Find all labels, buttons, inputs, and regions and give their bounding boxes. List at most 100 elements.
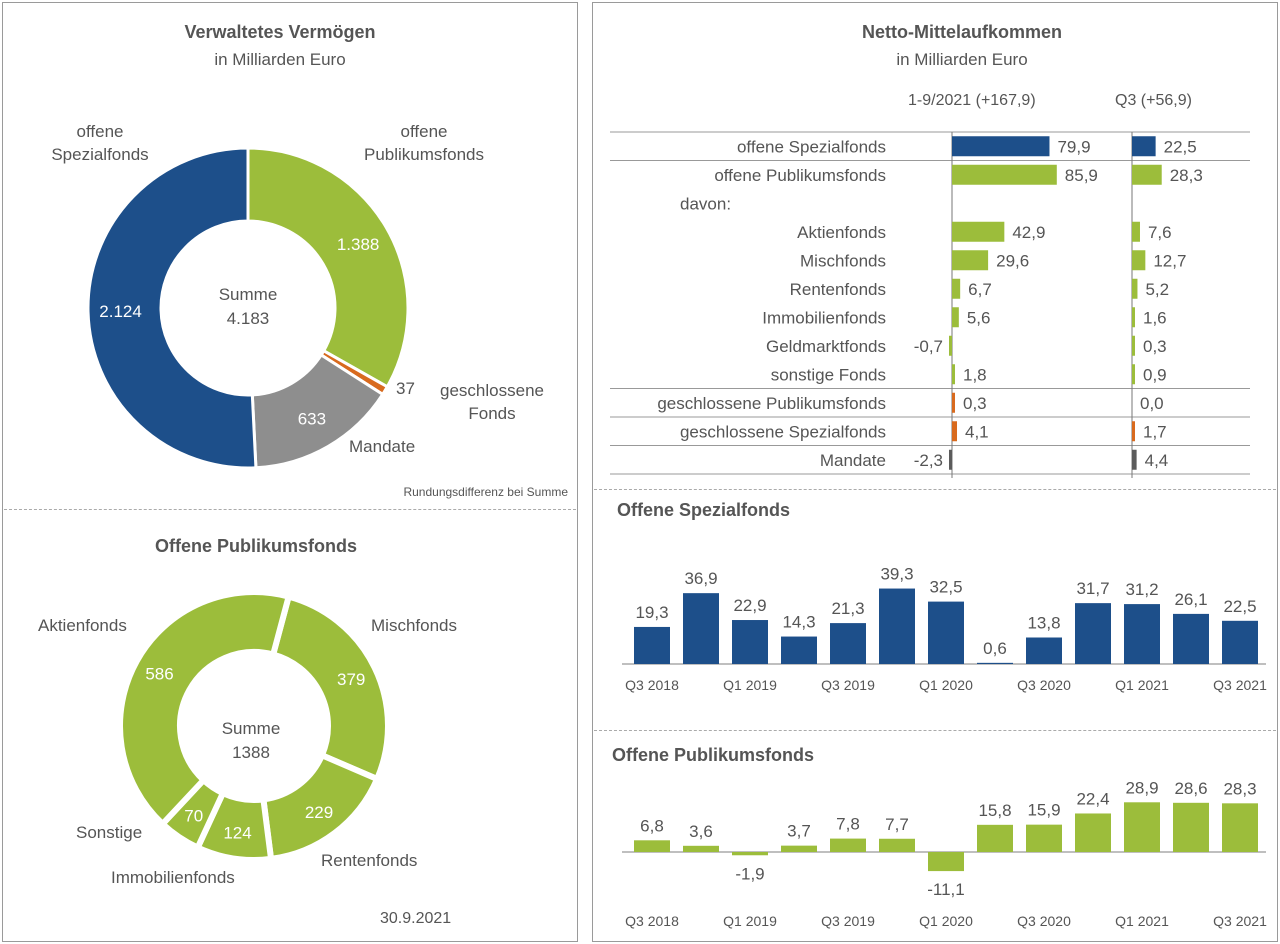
spezial-bar-11 [1173,613,1209,664]
flow-bar-2-3 [1132,221,1140,242]
flow-value-2-6: 1,6 [1143,308,1167,327]
flow-bar-2-0 [1132,136,1156,157]
flow-col1-header: 1-9/2021 (+167,9) [908,92,1036,109]
flow-bar-1-4 [952,250,989,271]
aum-subtitle: in Milliarden Euro [214,50,346,69]
publikum-value-6: -11,1 [927,880,965,899]
flow-row-label-1: offene Publikumsfonds [714,166,886,185]
opf-slice-value-0: 379 [337,670,365,689]
publikum-xtick-1: Q1 2019 [723,913,777,929]
spezial-value-2: 22,9 [733,596,766,615]
publikum-bar-4 [830,838,866,852]
opf-center-label: Summe [222,719,281,738]
flow-value-2-4: 12,7 [1153,251,1186,270]
spezial-bar-6 [928,601,964,664]
right-divider-1 [594,489,1276,490]
aum-slice-value-2: 633 [298,409,326,428]
flow-value-1-9: 0,3 [963,394,987,413]
spezial-xtick-2: Q3 2019 [821,677,875,693]
spezial-value-11: 26,1 [1174,590,1207,609]
flow-value-2-8: 0,9 [1143,365,1167,384]
left-divider [4,509,576,510]
flow-bar-1-5 [952,278,961,299]
opf-label-misch: Mischfonds [371,616,457,635]
flow-row-label-10: geschlossene Spezialfonds [680,422,886,441]
publikum-value-3: 3,7 [787,822,811,841]
publikum-value-9: 22,4 [1076,789,1109,808]
flow-value-2-11: 4,4 [1145,451,1169,470]
flow-value-2-3: 7,6 [1148,223,1172,242]
aum-label-geschlossen: geschlossene Fonds [440,381,544,423]
opf-label-sonstige: Sonstige [76,823,143,842]
aum-title: Verwaltetes Vermögen [184,22,376,42]
spezial-bar-5 [879,588,915,664]
flow-bar-1-9 [952,392,955,413]
spezial-value-5: 39,3 [880,565,913,584]
opf-date: 30.9.2021 [380,910,452,927]
flow-bar-1-1 [952,164,1057,185]
publikum-value-4: 7,8 [836,815,860,834]
flow-value-2-10: 1,7 [1143,422,1167,441]
flow-bar-1-11 [949,449,952,470]
spezial-bar-chart: 19,3 36,9 22,9 14,3 21,3 39,3 32,5 0,6 13,8 31,7 3… [622,565,1267,693]
flow-bar-2-4 [1132,250,1146,271]
aum-donut-chart: 1.388 633 2.124 Summe 4.183 [86,146,410,470]
flow-value-2-9: 0,0 [1140,394,1164,413]
publikum-value-8: 15,9 [1027,801,1060,820]
publikum-value-2: -1,9 [735,864,764,883]
publikum-xtick-4: Q3 2020 [1017,913,1071,929]
aum-value-geschlossen: 37 [396,379,415,398]
flow-row-label-5: Rentenfonds [790,280,886,299]
flow-value-1-5: 6,7 [968,280,992,299]
flow-bar-2-5 [1132,278,1138,299]
spezial-bars-title: Offene Spezialfonds [617,500,791,520]
publikum-value-5: 7,7 [885,815,909,834]
flow-value-1-0: 79,9 [1057,137,1090,156]
flow-value-1-3: 42,9 [1012,223,1045,242]
flow-row-label-2: davon: [680,194,731,213]
opf-label-immobilien: Immobilienfonds [111,868,235,887]
spezial-bar-7 [977,662,1013,664]
publikum-bar-10 [1124,802,1160,852]
aum-slice-3 [86,146,258,470]
spezial-xtick-6: Q3 2021 [1213,677,1267,693]
opf-slice-4 [117,589,293,829]
opf-center-value: 1388 [232,743,270,762]
spezial-value-1: 36,9 [684,569,717,588]
flow-bar-2-6 [1132,307,1135,328]
publikum-value-12: 28,3 [1223,779,1256,798]
flow-bar-1-8 [952,364,955,385]
publikum-bar-chart: 6,8 3,6 -1,9 3,7 7,8 7,7 -11,1 15,8 15,9 22,4 28,9… [622,778,1267,929]
spezial-value-7: 0,6 [983,639,1007,658]
publikum-bar-12 [1222,803,1258,852]
publikum-xtick-5: Q1 2021 [1115,913,1169,929]
flow-row-label-8: sonstige Fonds [771,365,886,384]
publikum-xtick-3: Q1 2020 [919,913,973,929]
publikum-bars-title: Offene Publikumsfonds [612,745,815,765]
opf-slice-value-2: 124 [223,824,251,843]
aum-label-publikum: offene Publikumsfonds [363,122,484,164]
publikum-value-1: 3,6 [689,822,713,841]
spezial-bar-1 [683,593,719,664]
right-panel [592,2,1278,942]
spezial-bar-12 [1222,620,1258,664]
publikum-bar-7 [977,824,1013,852]
publikum-bar-11 [1173,802,1209,852]
flow-subtitle: in Milliarden Euro [896,50,1028,69]
flow-bar-1-3 [952,221,1005,242]
spezial-bar-9 [1075,603,1111,664]
spezial-xtick-0: Q3 2018 [625,677,679,693]
spezial-bar-3 [781,636,817,664]
spezial-bar-10 [1124,604,1160,664]
publikum-bar-8 [1026,824,1062,852]
flow-value-2-5: 5,2 [1145,280,1169,299]
flow-value-2-1: 28,3 [1170,166,1203,185]
spezial-bar-8 [1026,637,1062,664]
flow-bar-1-0 [952,136,1050,157]
spezial-xtick-5: Q1 2021 [1115,677,1169,693]
flow-row-label-0: offene Spezialfonds [737,137,886,156]
opf-slice-value-4: 586 [145,665,173,684]
flow-bar-1-10 [952,421,958,442]
flow-row-label-9: geschlossene Publikumsfonds [657,394,886,413]
aum-slice-value-0: 1.388 [337,235,380,254]
